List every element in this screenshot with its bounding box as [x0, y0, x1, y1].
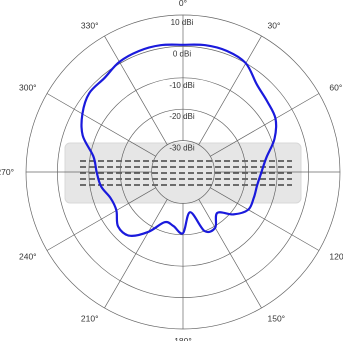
radial-tick-label: -30 dBi — [169, 144, 195, 153]
radial-tick-label: -20 dBi — [169, 112, 195, 121]
grid-spoke — [210, 93, 320, 157]
radial-tick-label: -10 dBi — [169, 81, 195, 90]
series-line — [80, 43, 278, 237]
angle-tick-label: 30° — [268, 21, 281, 31]
grid-spoke — [104, 199, 168, 309]
grid-spoke — [46, 93, 156, 157]
pattern-series — [80, 43, 278, 237]
angle-tick-label: 330° — [81, 21, 99, 31]
grid-spoke — [46, 187, 156, 251]
angle-tick-label: 300° — [19, 83, 37, 93]
angle-tick-label: 240° — [19, 252, 37, 262]
angle-tick-label: 150° — [268, 313, 286, 323]
radial-tick-label: 10 dBi — [171, 18, 194, 27]
angle-tick-label: 120° — [329, 252, 343, 262]
grid-spoke — [198, 35, 262, 145]
grid-spoke — [104, 35, 168, 145]
angle-tick-label: 0° — [179, 0, 187, 8]
angle-tick-label: 210° — [81, 313, 99, 323]
angle-tick-label: 60° — [329, 83, 342, 93]
radial-tick-label: 0 dBi — [173, 49, 191, 58]
grid-spoke — [198, 199, 262, 309]
grid-spoke — [210, 187, 320, 251]
angle-tick-label: 270° — [0, 167, 14, 177]
polar-grid — [25, 14, 341, 330]
angle-tick-label: 180° — [174, 336, 192, 341]
